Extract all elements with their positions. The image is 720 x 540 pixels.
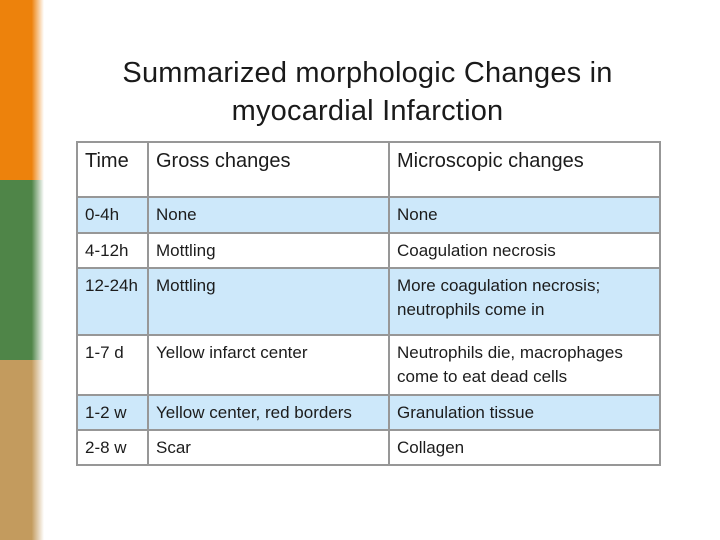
cell-gross: Mottling (147, 267, 390, 336)
table-row: 0-4h None None (76, 196, 661, 234)
cell-micro: Neutrophils die, macrophages come to eat… (388, 334, 661, 396)
table-header-row: Time Gross changes Microscopic changes (76, 141, 661, 198)
table-row: 12-24h Mottling More coagulation necrosi… (76, 267, 661, 336)
slide-title-line2: myocardial Infarction (231, 95, 504, 127)
table-row: 2-8 w Scar Collagen (76, 429, 661, 466)
cell-micro: Granulation tissue (388, 394, 661, 431)
cell-gross: Yellow infarct center (147, 334, 390, 396)
morphologic-changes-table: Time Gross changes Microscopic changes 0… (76, 141, 661, 466)
cell-micro: None (388, 196, 661, 234)
table-row: 1-2 w Yellow center, red borders Granula… (76, 394, 661, 431)
cell-time: 2-8 w (76, 429, 149, 466)
color-band-tan (0, 360, 44, 540)
color-band-green (0, 180, 44, 360)
slide-title: Summarized morphologic Changes in myocar… (76, 54, 659, 130)
cell-time: 1-2 w (76, 394, 149, 431)
cell-micro: Collagen (388, 429, 661, 466)
cell-gross: None (147, 196, 390, 234)
cell-micro: More coagulation necrosis; neutrophils c… (388, 267, 661, 336)
cell-gross: Scar (147, 429, 390, 466)
cell-micro: Coagulation necrosis (388, 232, 661, 269)
cell-time: 4-12h (76, 232, 149, 269)
color-band-orange (0, 0, 44, 180)
cell-gross: Mottling (147, 232, 390, 269)
cell-gross: Yellow center, red borders (147, 394, 390, 431)
table-row: 4-12h Mottling Coagulation necrosis (76, 232, 661, 269)
cell-time: 12-24h (76, 267, 149, 336)
table-row: 1-7 d Yellow infarct center Neutrophils … (76, 334, 661, 396)
cell-time: 0-4h (76, 196, 149, 234)
cell-time: 1-7 d (76, 334, 149, 396)
header-gross: Gross changes (147, 141, 390, 198)
decorative-color-bar (0, 0, 44, 540)
header-microscopic: Microscopic changes (388, 141, 661, 198)
header-time: Time (76, 141, 149, 198)
slide-title-line1: Summarized morphologic Changes in (122, 57, 613, 89)
